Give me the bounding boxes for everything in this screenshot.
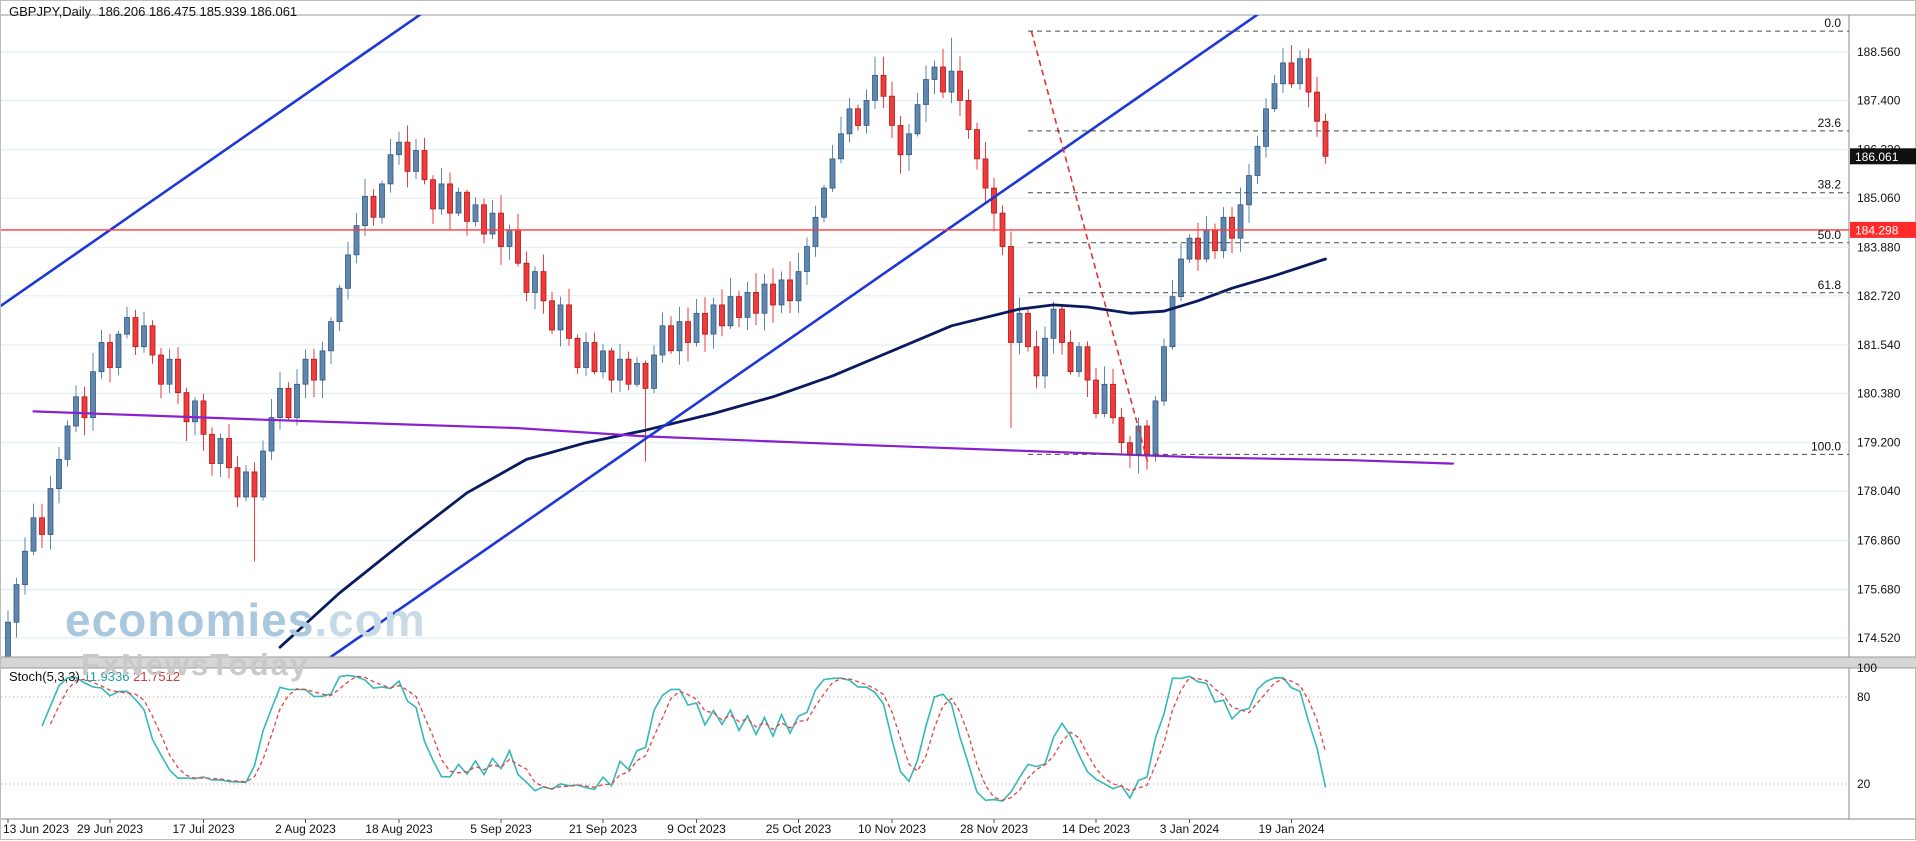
price-axis-label: 182.720 — [1857, 289, 1901, 303]
date-axis-label: 2 Aug 2023 — [275, 822, 336, 836]
chart-title: GBPJPY,Daily 186.206 186.475 185.939 186… — [9, 4, 298, 19]
fib-level-label: 50.0 — [1818, 228, 1842, 242]
date-axis-label: 5 Sep 2023 — [470, 822, 532, 836]
fib-level-label: 0.0 — [1824, 16, 1841, 30]
steep-trendline-red-dashed[interactable] — [1030, 30, 1149, 463]
stochastic-k-line[interactable] — [41, 674, 1327, 802]
date-axis-label: 17 Jul 2023 — [172, 822, 234, 836]
stochastic-d-line[interactable] — [49, 675, 1327, 801]
date-axis-label: 25 Oct 2023 — [766, 822, 832, 836]
date-axis-label: 18 Aug 2023 — [365, 822, 433, 836]
stochastic-scale-label: 100 — [1857, 661, 1877, 675]
stochastic-d-value: 21.7512 — [133, 669, 181, 684]
current-price-badge — [1850, 148, 1916, 165]
price-axis-label: 181.540 — [1857, 338, 1901, 352]
red-line-price-badge-label: 184.298 — [1855, 223, 1899, 237]
date-axis-label: 3 Jan 2024 — [1160, 822, 1220, 836]
long-ma-purple[interactable] — [32, 410, 1455, 465]
fib-level-label: 61.8 — [1818, 278, 1842, 292]
current-price-badge-label: 186.061 — [1855, 150, 1899, 164]
price-axis-label: 187.400 — [1857, 93, 1901, 107]
price-axis-label: 176.860 — [1857, 533, 1901, 547]
price-axis-label: 175.680 — [1857, 583, 1901, 597]
date-axis-label: 21 Sep 2023 — [569, 822, 637, 836]
fib-level-label: 38.2 — [1818, 178, 1842, 192]
stochastic-scale-label: 80 — [1857, 690, 1871, 704]
date-axis-label: 13 Jun 2023 — [3, 822, 69, 836]
fib-level-label: 100.0 — [1811, 439, 1841, 453]
channel-line-upper[interactable] — [1, 13, 423, 308]
date-axis-label: 9 Oct 2023 — [667, 822, 726, 836]
date-axis-label: 29 Jun 2023 — [77, 822, 143, 836]
slow-ma-navy[interactable] — [278, 257, 1327, 649]
price-axis-label: 178.040 — [1857, 484, 1901, 498]
price-axis-label: 188.560 — [1857, 45, 1901, 59]
price-axis-label: 183.880 — [1857, 240, 1901, 254]
stochastic-k-value: 11.9336 — [83, 669, 130, 684]
grid-layer — [1, 51, 1849, 639]
price-axis-label: 179.200 — [1857, 436, 1901, 450]
date-axis-label: 28 Nov 2023 — [960, 822, 1028, 836]
date-axis-label: 14 Dec 2023 — [1062, 822, 1130, 836]
red-line-price-badge — [1850, 221, 1916, 238]
price-axis-label: 180.380 — [1857, 386, 1901, 400]
stochastic-name: Stoch(5,3,3) — [9, 669, 80, 684]
date-axis-label: 10 Nov 2023 — [858, 822, 926, 836]
date-axis-label: 19 Jan 2024 — [1258, 822, 1324, 836]
panel-separator[interactable] — [1, 657, 1916, 668]
channel-line-main[interactable] — [317, 13, 1261, 667]
stochastic-scale-label: 20 — [1857, 777, 1871, 791]
stochastic-label: Stoch(5,3,3) 11.9336 21.7512 — [9, 669, 180, 684]
price-axis-label: 185.060 — [1857, 191, 1901, 205]
price-axis-label: 174.520 — [1857, 631, 1901, 645]
fib-level-label: 23.6 — [1818, 116, 1842, 130]
